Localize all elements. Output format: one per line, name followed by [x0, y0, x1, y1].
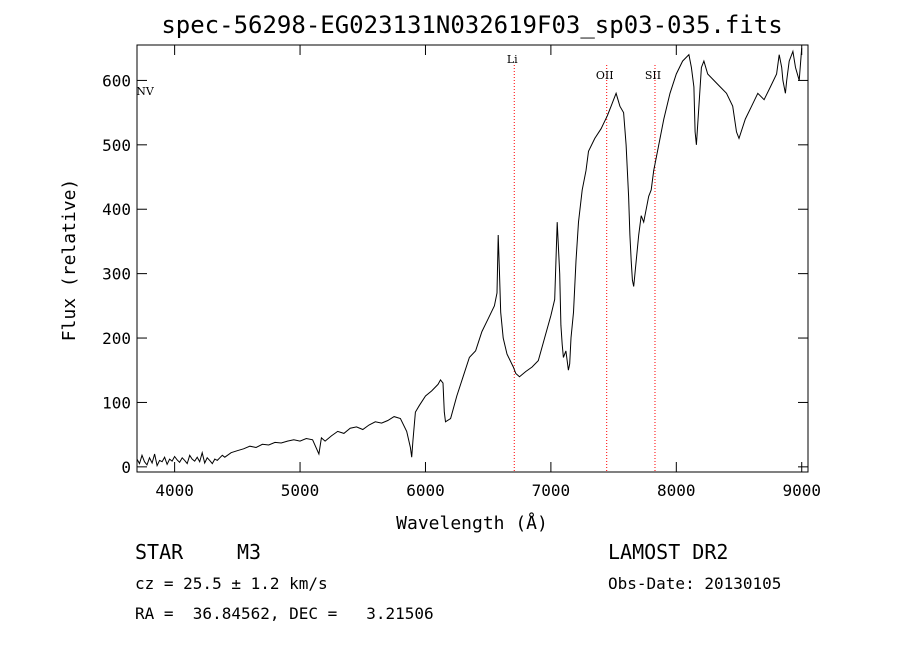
spectral-line-markers: NV Li OII SII	[136, 53, 661, 472]
plot-frame	[136, 44, 809, 473]
spectrum-line	[136, 48, 803, 468]
x-tick-label: 7000	[532, 481, 571, 500]
survey-name: LAMOST DR2	[608, 540, 729, 564]
x-axis-label: Wavelength (Å)	[396, 512, 548, 534]
x-tick-label: 6000	[406, 481, 445, 500]
spectral-line-label: SII	[645, 69, 661, 82]
y-tick-label: 400	[102, 200, 131, 219]
redshift-velocity: cz = 25.5 ± 1.2 km/s	[135, 574, 328, 593]
y-tick-label: 500	[102, 136, 131, 155]
y-tick-label: 300	[102, 265, 131, 284]
x-tick-label: 9000	[782, 481, 821, 500]
x-tick-label: 8000	[657, 481, 696, 500]
y-axis-label: Flux (relative)	[59, 179, 80, 342]
spectral-line-label: OII	[596, 69, 614, 82]
object-type: STAR	[135, 540, 184, 564]
y-tick-label: 100	[102, 393, 131, 412]
axis-ticks: 4000 5000 6000 7000 8000 9000 0 100 200 300 400 500…	[102, 45, 821, 500]
chart-title: spec-56298-EG023131N032619F03_sp03-035.f…	[161, 11, 782, 39]
x-tick-label: 5000	[281, 481, 320, 500]
y-tick-label: 200	[102, 329, 131, 348]
y-tick-label: 0	[121, 458, 131, 477]
spectrum-series	[136, 48, 803, 468]
x-tick-label: 4000	[155, 481, 194, 500]
spectral-line-label: NV	[136, 85, 155, 98]
observation-date: Obs-Date: 20130105	[608, 574, 782, 593]
spectral-subclass: M3	[237, 540, 262, 564]
sky-coordinates: RA = 36.84562, DEC = 3.21506	[135, 604, 434, 623]
y-tick-label: 600	[102, 71, 131, 90]
spectral-line-label: Li	[507, 53, 518, 66]
plot-border	[136, 44, 809, 473]
